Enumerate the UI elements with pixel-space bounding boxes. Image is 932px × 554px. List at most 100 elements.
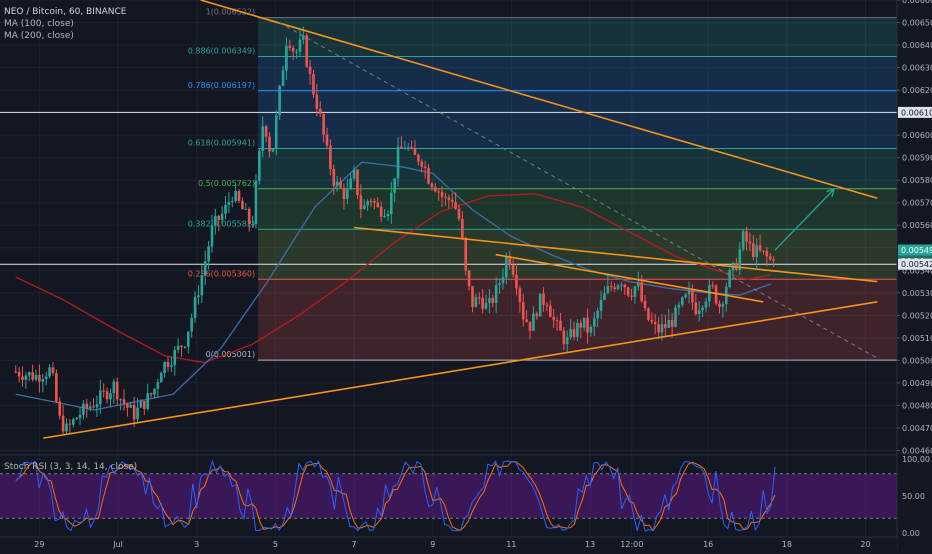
- candle-body: [430, 183, 434, 188]
- candle-body: [758, 245, 762, 251]
- candle-body: [471, 286, 474, 308]
- candle-body: [694, 302, 698, 315]
- time-axis-label: 13: [585, 540, 595, 549]
- candle-body: [92, 406, 95, 408]
- candle-body: [653, 322, 657, 325]
- candle-body: [477, 297, 481, 299]
- candle-body: [383, 215, 386, 217]
- fib-zone: [258, 90, 897, 149]
- candle-body: [302, 35, 305, 40]
- candle-body: [667, 320, 671, 328]
- candle-body: [99, 390, 102, 405]
- fib-level-label: 0.786(0.006197): [188, 81, 255, 90]
- candle-body: [616, 285, 620, 289]
- candle-body: [75, 417, 78, 420]
- price-axis-label: 0.006300: [902, 64, 932, 73]
- candle-body: [105, 391, 109, 400]
- candle-body: [718, 303, 721, 307]
- fib-zone: [258, 17, 897, 57]
- candle-body: [467, 270, 471, 287]
- projection-arrow-head: [826, 188, 835, 198]
- candle-body: [704, 301, 708, 308]
- candle-body: [454, 202, 457, 209]
- fib-zone: [258, 56, 897, 91]
- candle-body: [444, 196, 447, 198]
- candle-body: [501, 277, 505, 284]
- candle-body: [410, 147, 413, 149]
- candle-body: [508, 256, 512, 266]
- candle-body: [461, 218, 464, 238]
- candle-body: [474, 297, 478, 308]
- candle-body: [325, 134, 329, 146]
- candle-body: [555, 320, 559, 322]
- candle-body: [745, 231, 748, 242]
- candle-body: [339, 181, 342, 188]
- candle-body: [620, 284, 623, 286]
- price-axis-label: 0.005600: [902, 221, 932, 230]
- candle-body: [163, 362, 166, 374]
- candle-body: [708, 285, 711, 302]
- candle-body: [180, 345, 183, 347]
- price-axis-label: 0.005300: [902, 289, 932, 298]
- candle-body: [721, 304, 725, 307]
- trendline: [43, 301, 878, 439]
- candle-body: [122, 399, 126, 404]
- candle-body: [752, 243, 755, 258]
- candle-body: [31, 372, 34, 380]
- candle-body: [569, 329, 572, 338]
- price-axis-label: 0.005700: [902, 199, 932, 208]
- candle-body: [596, 310, 599, 319]
- candle-body: [200, 275, 204, 296]
- candle-body: [393, 178, 396, 193]
- candle-body: [396, 146, 400, 179]
- candle-body: [241, 200, 244, 210]
- candle-body: [559, 320, 562, 331]
- candle-body: [413, 148, 417, 155]
- price-axis-label: 0.006000: [902, 131, 932, 140]
- candle-body: [650, 319, 654, 323]
- candle-body: [362, 205, 366, 210]
- price-axis-label: 0.006400: [902, 41, 932, 50]
- candle-body: [24, 375, 28, 380]
- price-axis-label: 0.005200: [902, 311, 932, 320]
- candle-body: [288, 45, 292, 48]
- candle-body: [552, 316, 556, 321]
- stoch-rsi-title: Stoch RSI (3, 3, 14, 14, close): [4, 462, 138, 472]
- candle-body: [389, 192, 393, 215]
- candle-body: [356, 169, 359, 196]
- price-axis-background: [897, 0, 932, 550]
- fib-level-label: 0.618(0.005941): [188, 138, 255, 147]
- candle-body: [755, 245, 759, 258]
- time-axis-label: 29: [34, 540, 44, 549]
- candle-body: [335, 181, 339, 186]
- chart-title: NEO / Bitcoin, 60, BINANCE: [4, 7, 127, 17]
- candle-body: [684, 294, 687, 298]
- candle-body: [312, 73, 315, 95]
- price-axis-label: 0.004900: [902, 379, 932, 388]
- candle-body: [271, 148, 275, 152]
- candle-body: [119, 399, 122, 401]
- candle-body: [258, 150, 261, 181]
- candle-body: [660, 324, 664, 333]
- candle-body: [332, 168, 336, 186]
- candle-body: [376, 202, 380, 207]
- candle-body: [126, 403, 129, 408]
- price-axis-label: 0.004700: [902, 424, 932, 433]
- candle-body: [420, 161, 424, 167]
- candle-body: [549, 305, 552, 317]
- candle-body: [680, 297, 684, 305]
- fib-level-label: 0.382(0.005582): [188, 219, 255, 228]
- candle-body: [41, 378, 45, 382]
- candle-body: [82, 403, 85, 415]
- candle-body: [366, 200, 369, 206]
- candle-body: [322, 113, 325, 135]
- candle-body: [765, 250, 769, 257]
- candle-body: [197, 295, 200, 298]
- candle-body: [193, 297, 197, 318]
- candle-body: [214, 215, 217, 226]
- candle-body: [55, 373, 58, 402]
- candle-body: [261, 126, 265, 151]
- candle-body: [227, 201, 231, 205]
